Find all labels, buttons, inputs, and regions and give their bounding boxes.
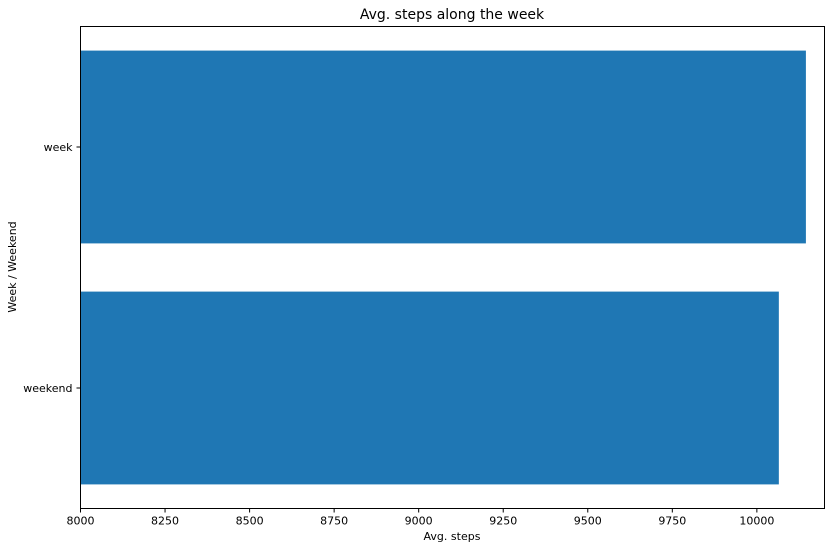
x-tick-label: 9750: [658, 515, 686, 528]
x-tick-label: 8250: [151, 515, 179, 528]
y-tick-label: week: [44, 141, 74, 154]
x-tick-label: 10000: [739, 515, 774, 528]
x-axis-label: Avg. steps: [424, 530, 481, 543]
x-tick-label: 9250: [489, 515, 517, 528]
bar-weekend: [80, 291, 779, 485]
x-tick-label: 8500: [236, 515, 264, 528]
x-tick-label: 8000: [67, 515, 95, 528]
bar-week: [80, 50, 806, 244]
y-tick-label: weekend: [23, 382, 72, 395]
x-tick-label: 9500: [574, 515, 602, 528]
x-tick-label: 9000: [405, 515, 433, 528]
chart-title: Avg. steps along the week: [360, 7, 545, 23]
plot-frame: [80, 26, 825, 509]
x-tick-label: 8750: [320, 515, 348, 528]
y-axis-label: Week / Weekend: [6, 221, 19, 312]
